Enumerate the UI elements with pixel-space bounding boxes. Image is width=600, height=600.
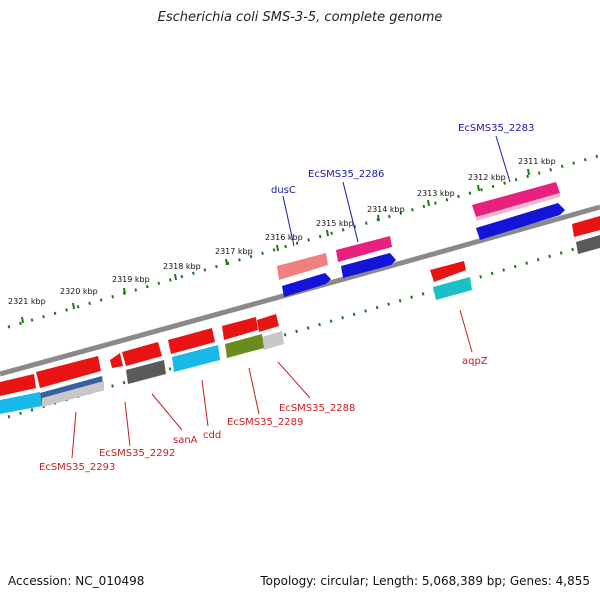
gene-ecsms35-2283-cds[interactable] xyxy=(476,203,565,240)
ruler-label: 2321 kbp xyxy=(8,297,46,306)
ruler-major-tick xyxy=(123,287,126,295)
ruler-major-tick xyxy=(276,244,279,252)
gene-partial-right-gray[interactable] xyxy=(576,235,600,254)
ruler-labels: 2311 kbp 2312 kbp 2313 kbp 2314 kbp 2315 kbp… xyxy=(8,157,556,306)
label-ecsms35-2286: EcSMS35_2286 xyxy=(308,169,384,180)
outer-scale-major-ticks xyxy=(21,168,530,324)
gene-ecsms35-2288-cds[interactable] xyxy=(262,331,284,350)
ruler-label: 2317 kbp xyxy=(215,247,253,256)
accession-text: Accession: NC_010498 xyxy=(8,574,145,588)
ruler-major-tick xyxy=(527,168,530,176)
ruler-label: 2319 kbp xyxy=(112,275,150,284)
label-ecsms35-2288: EcSMS35_2288 xyxy=(279,403,355,414)
gene-ecsms35-2292-feature[interactable] xyxy=(110,353,123,368)
ruler-label: 2314 kbp xyxy=(367,205,405,214)
gene-ecsms35-2286-cds[interactable] xyxy=(341,253,396,278)
gene-sana-feature[interactable] xyxy=(122,342,162,366)
label-dusc: dusC xyxy=(271,185,296,196)
ruler-label: 2311 kbp xyxy=(518,157,556,166)
label-sana: sanA xyxy=(173,435,198,446)
ruler-major-tick xyxy=(477,184,480,192)
topology-summary: Topology: circular; Length: 5,068,389 bp… xyxy=(260,574,590,588)
gene-ecsms35-2289-cds[interactable] xyxy=(225,334,264,358)
ruler-major-tick xyxy=(326,229,329,237)
map-title: Escherichia coli SMS-3-5, complete genom… xyxy=(157,10,443,25)
label-ecsms35-2293: EcSMS35_2293 xyxy=(39,462,115,473)
gene-cdd-feature[interactable] xyxy=(168,328,215,354)
ruler-label: 2313 kbp xyxy=(417,189,455,198)
gene-partial-right-red[interactable] xyxy=(572,216,600,237)
ruler-label: 2315 kbp xyxy=(316,219,354,228)
gene-sana-cds[interactable] xyxy=(126,360,166,384)
label-ecsms35-2283: EcSMS35_2283 xyxy=(458,123,534,134)
ruler-label: 2318 kbp xyxy=(163,262,201,271)
label-leader-lines xyxy=(71,135,511,459)
gene-dusc-feature[interactable] xyxy=(277,253,328,280)
gene-aqpz-cds[interactable] xyxy=(433,277,472,300)
ruler-label: 2320 kbp xyxy=(60,287,98,296)
gene-aqpz-feature[interactable] xyxy=(430,261,466,282)
label-ecsms35-2292: EcSMS35_2292 xyxy=(99,448,175,459)
gene-partial-left-red[interactable] xyxy=(0,374,36,396)
gene-ecsms35-2286-feature[interactable] xyxy=(336,236,392,262)
ruler-major-tick xyxy=(225,258,228,266)
label-aqpz: aqpZ xyxy=(462,356,488,367)
gene-dusc-cds[interactable] xyxy=(282,273,331,297)
gene-ecsms35-2289-feature[interactable] xyxy=(222,317,258,340)
ruler-major-tick xyxy=(21,316,24,324)
gene-cdd-cds[interactable] xyxy=(172,345,220,372)
label-ecsms35-2289: EcSMS35_2289 xyxy=(227,417,303,428)
gene-ecsms35-2283-feature[interactable] xyxy=(472,182,560,221)
ruler-label: 2316 kbp xyxy=(265,233,303,242)
ruler-major-tick xyxy=(72,302,75,310)
gene-partial-left-cyan[interactable] xyxy=(0,392,42,414)
gene-ecsms35-2293-feature[interactable] xyxy=(36,356,101,388)
ruler-major-tick xyxy=(174,273,177,281)
gene-ecsms35-2293-cds-light[interactable] xyxy=(42,381,104,407)
ruler-label: 2312 kbp xyxy=(468,173,506,182)
ruler-major-tick xyxy=(377,214,380,222)
gene-ecsms35-2288-feature[interactable] xyxy=(257,314,279,332)
label-cdd: cdd xyxy=(203,430,221,441)
ruler-major-tick xyxy=(427,199,430,207)
